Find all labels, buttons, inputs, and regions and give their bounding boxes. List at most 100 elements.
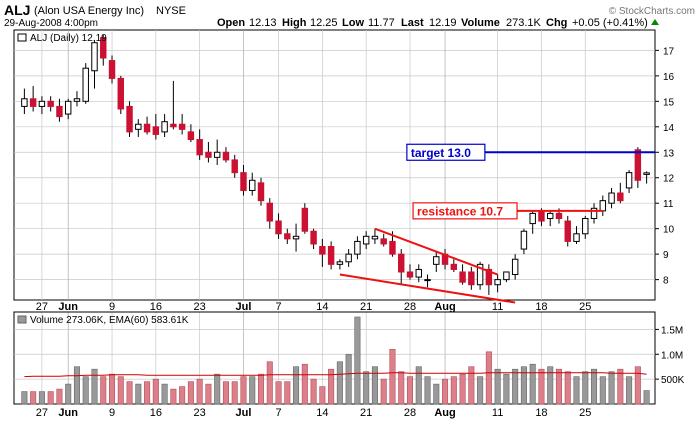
volume-bar	[284, 381, 291, 405]
volume-y-axis: 500K 1.0M 1.5M	[655, 325, 685, 386]
symbol-label: ALJ	[4, 2, 30, 18]
price-tick-label: 13	[663, 148, 675, 159]
level-label-box	[412, 202, 518, 220]
volume-bar	[389, 348, 396, 405]
candle	[564, 215, 571, 247]
candle-body	[476, 263, 484, 286]
candle-body	[582, 217, 589, 235]
candle	[380, 233, 387, 247]
candle	[617, 182, 624, 204]
candle-body	[406, 271, 414, 278]
candle-body	[257, 182, 265, 202]
volume-x-tick-label: 14	[316, 407, 328, 419]
candle	[64, 98, 72, 120]
candle	[152, 114, 160, 140]
candle	[494, 274, 501, 293]
candle-body	[608, 192, 615, 204]
volume-bar	[555, 368, 562, 405]
company-name: (Alon USA Energy Inc)	[34, 5, 144, 17]
volume-x-tick-label: Aug	[434, 407, 455, 419]
volume-x-tick-label: 21	[360, 407, 372, 419]
volume-bar	[266, 361, 273, 405]
volume-x-tick-label: 27	[36, 407, 48, 419]
candle-body	[538, 210, 545, 222]
volume-x-tick-label: Jul	[236, 407, 252, 419]
candle-body	[47, 100, 54, 107]
volume-bar	[371, 366, 378, 405]
volume-bar	[249, 376, 256, 405]
volume-bar	[38, 391, 45, 405]
candle	[170, 80, 177, 130]
volume-bar	[328, 368, 335, 405]
candle-body	[38, 100, 46, 107]
candle-body	[196, 139, 203, 156]
candle	[231, 154, 238, 178]
volume-bar	[608, 371, 615, 405]
candle	[608, 187, 615, 209]
candle-body	[494, 279, 501, 286]
candle	[398, 249, 405, 285]
volume-label: Volume	[461, 17, 500, 29]
candle-body	[187, 131, 195, 141]
price-tick-label: 11	[663, 199, 674, 210]
price-y-axis: 8 9 10 11 12 13 14 15 16 17	[655, 46, 675, 287]
candle	[249, 172, 256, 196]
volume-bar	[187, 381, 194, 405]
price-tick-label: 16	[663, 72, 675, 83]
volume-bar	[47, 391, 54, 405]
candle	[100, 35, 107, 66]
price-grid	[14, 50, 655, 280]
volume-x-tick-label: Jun	[58, 407, 78, 419]
volume-x-tick-label: 9	[109, 407, 115, 419]
volume-x-tick-label: 11	[492, 407, 503, 419]
candle-body	[275, 220, 282, 235]
candle	[117, 75, 125, 115]
candle-body	[108, 60, 116, 79]
candle	[546, 210, 554, 227]
volume-bar	[100, 376, 107, 405]
candle	[56, 98, 63, 122]
price-x-tick-label: 14	[316, 301, 328, 313]
volume-bar	[424, 376, 431, 405]
volume-bar	[293, 366, 300, 405]
candle	[406, 264, 414, 280]
candle-body	[310, 230, 317, 245]
volume-bar	[503, 373, 510, 405]
volume-bar	[398, 371, 405, 405]
volume-legend: Volume 273.06K, EMA(60) 583.61K	[30, 315, 189, 326]
candle	[47, 96, 54, 112]
price-x-tick-label: 28	[404, 301, 416, 313]
candle-body	[599, 200, 607, 212]
candle	[29, 86, 37, 112]
volume-bar	[179, 386, 186, 405]
watermark: © StockCharts.com	[609, 6, 695, 17]
volume-bar	[144, 381, 151, 405]
volume-bar	[634, 366, 641, 405]
candle-body	[327, 246, 335, 265]
candle	[213, 139, 221, 165]
candle-body	[529, 212, 536, 225]
candle	[520, 228, 528, 255]
volume-bar	[485, 351, 492, 405]
price-tick-label: 10	[663, 225, 675, 236]
level-label: target 13.0	[411, 146, 471, 160]
candle-body	[564, 220, 571, 242]
candle	[266, 198, 273, 229]
price-x-tick-label: 23	[194, 301, 206, 313]
candle-body	[152, 126, 160, 135]
candle-body	[292, 235, 300, 240]
candle	[205, 142, 212, 163]
price-x-tick-label: 9	[109, 301, 115, 313]
candle-body	[459, 271, 466, 283]
candle-body	[240, 172, 247, 191]
price-tick-label: 14	[663, 123, 675, 134]
candle-body	[100, 37, 107, 59]
low-label: Low	[342, 17, 364, 29]
price-x-tick-label: 25	[579, 301, 591, 313]
candle-body	[362, 235, 370, 245]
volume-x-tick-label: 23	[194, 407, 206, 419]
price-x-tick-label: Jul	[236, 301, 252, 313]
candle	[135, 119, 142, 137]
volume-tick-label: 1.0M	[661, 350, 683, 361]
candle-body	[266, 202, 273, 222]
